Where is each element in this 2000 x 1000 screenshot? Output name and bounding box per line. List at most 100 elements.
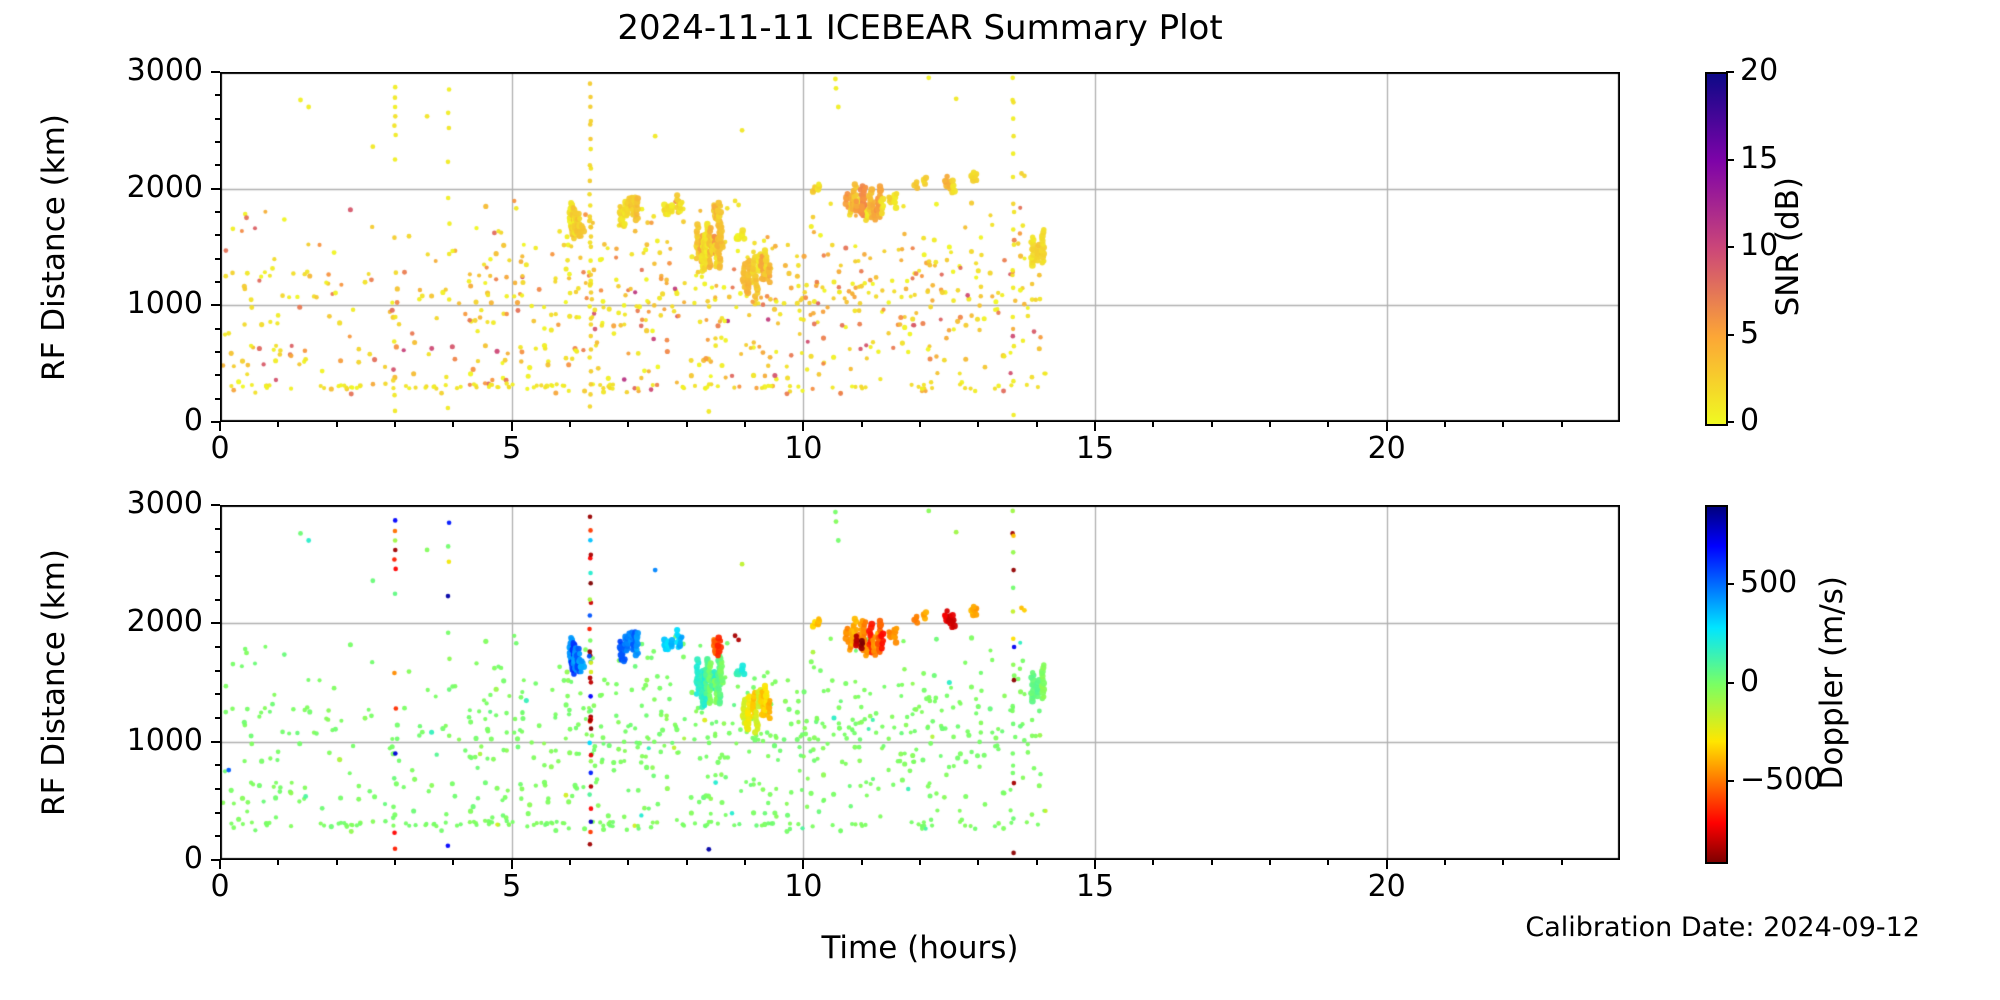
x-minor-tick xyxy=(1327,860,1330,865)
y-minor-tick xyxy=(215,117,220,120)
y-minor-tick xyxy=(215,397,220,400)
y-tick-label: 2000 xyxy=(126,604,203,640)
x-major-tick xyxy=(802,860,805,869)
y-minor-tick xyxy=(215,327,220,330)
colorbar-tick xyxy=(1726,246,1734,248)
x-major-tick xyxy=(1385,860,1388,869)
y-minor-tick xyxy=(215,575,220,577)
colorbar-tick-label: 500 xyxy=(1740,564,1798,600)
y-minor-tick xyxy=(215,717,220,719)
x-minor-tick xyxy=(277,422,280,427)
x-minor-tick xyxy=(1502,422,1505,427)
x-major-tick xyxy=(510,860,513,869)
x-minor-tick xyxy=(1210,860,1213,865)
y-minor-tick xyxy=(215,141,220,143)
x-tick-label: 10 xyxy=(784,431,823,466)
x-minor-tick xyxy=(1152,860,1155,865)
colorbar-tick xyxy=(1726,71,1734,73)
snr-colorbar xyxy=(1705,72,1728,426)
colorbar-tick-label: 15 xyxy=(1740,140,1779,176)
y-major-tick xyxy=(211,859,220,861)
x-tick-label: 20 xyxy=(1367,431,1406,466)
y-major-tick xyxy=(211,622,220,625)
x-major-tick xyxy=(1094,860,1096,869)
doppler-y-axis-label: RF Distance (km) xyxy=(36,549,72,816)
x-tick-label: 0 xyxy=(210,431,230,466)
x-tick-label: 0 xyxy=(210,869,230,904)
y-major-tick xyxy=(211,421,220,423)
y-minor-tick xyxy=(215,835,220,838)
y-minor-tick xyxy=(215,764,220,767)
y-minor-tick xyxy=(215,164,220,167)
doppler-scatter-plot xyxy=(220,505,1620,860)
y-minor-tick xyxy=(215,351,220,353)
x-minor-tick xyxy=(685,422,688,427)
x-minor-tick xyxy=(569,422,571,427)
colorbar-tick-label: 0 xyxy=(1740,663,1760,699)
x-tick-label: 15 xyxy=(1075,431,1115,466)
x-major-tick xyxy=(1385,422,1388,431)
x-minor-tick xyxy=(335,860,338,865)
x-minor-tick xyxy=(1327,422,1330,427)
x-minor-tick xyxy=(277,860,280,865)
y-minor-tick xyxy=(215,527,220,530)
x-tick-label: 15 xyxy=(1075,869,1115,904)
x-minor-tick xyxy=(1560,860,1563,865)
x-minor-tick xyxy=(1444,422,1446,427)
x-minor-tick xyxy=(627,860,630,865)
snr-y-axis-label: RF Distance (km) xyxy=(36,113,72,381)
x-minor-tick xyxy=(977,860,980,865)
x-minor-tick xyxy=(1560,422,1563,427)
colorbar-tick-label: 10 xyxy=(1740,228,1779,263)
colorbar-tick xyxy=(1726,158,1734,161)
x-minor-tick xyxy=(744,422,746,427)
x-tick-label: 10 xyxy=(784,869,823,904)
colorbar-tick-label: 20 xyxy=(1740,53,1779,88)
x-minor-tick xyxy=(1269,860,1271,865)
x-minor-tick xyxy=(919,422,921,427)
x-minor-tick xyxy=(1502,860,1505,865)
y-minor-tick xyxy=(215,646,220,648)
x-minor-tick xyxy=(860,422,863,427)
x-major-tick xyxy=(510,422,513,431)
y-major-tick xyxy=(211,740,220,743)
x-minor-tick xyxy=(1035,422,1038,427)
y-minor-tick xyxy=(215,693,220,696)
y-major-tick xyxy=(211,504,220,506)
y-tick-label: 0 xyxy=(183,841,203,876)
doppler-colorbar xyxy=(1705,505,1728,864)
colorbar-tick xyxy=(1726,333,1734,336)
x-minor-tick xyxy=(1269,422,1271,427)
y-tick-label: 1000 xyxy=(126,286,203,322)
y-tick-label: 0 xyxy=(183,403,203,438)
y-minor-tick xyxy=(215,598,220,601)
colorbar-tick xyxy=(1726,681,1734,684)
y-tick-label: 2000 xyxy=(126,169,203,205)
y-minor-tick xyxy=(215,94,220,97)
y-tick-label: 1000 xyxy=(126,722,203,758)
x-minor-tick xyxy=(1035,860,1038,865)
y-minor-tick xyxy=(215,257,220,260)
colorbar-tick xyxy=(1726,780,1734,783)
doppler-colorbar-label: Doppler (m/s) xyxy=(1814,575,1850,790)
y-minor-tick xyxy=(215,234,220,237)
x-minor-tick xyxy=(1444,860,1446,865)
x-minor-tick xyxy=(452,422,455,427)
x-major-tick xyxy=(1094,422,1096,431)
x-minor-tick xyxy=(1210,422,1213,427)
snr-scatter-plot xyxy=(220,72,1620,422)
y-minor-tick xyxy=(215,788,220,790)
x-minor-tick xyxy=(394,860,396,865)
calibration-date-text: Calibration Date: 2024-09-12 xyxy=(1525,912,1920,943)
y-minor-tick xyxy=(215,669,220,672)
plot-title: 2024-11-11 ICEBEAR Summary Plot xyxy=(617,8,1223,48)
colorbar-tick-label: 5 xyxy=(1740,315,1760,351)
y-tick-label: 3000 xyxy=(126,486,203,521)
y-minor-tick xyxy=(215,551,220,554)
x-major-tick xyxy=(219,422,221,431)
colorbar-tick xyxy=(1726,582,1734,585)
y-minor-tick xyxy=(215,811,220,814)
colorbar-tick xyxy=(1726,421,1734,423)
y-minor-tick xyxy=(215,374,220,377)
